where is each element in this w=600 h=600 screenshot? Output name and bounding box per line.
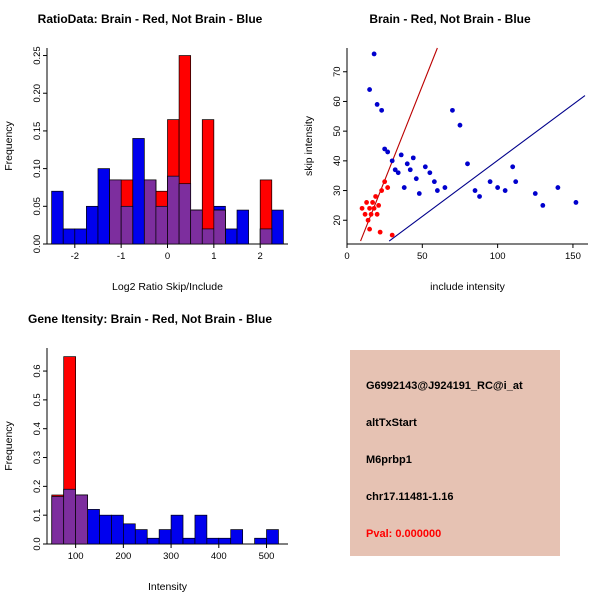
- svg-text:200: 200: [115, 551, 131, 562]
- svg-text:30: 30: [332, 185, 343, 196]
- svg-text:0.1: 0.1: [32, 509, 43, 522]
- info-box: G6992143@J924191_RC@i_at altTxStart M6pr…: [350, 350, 560, 556]
- svg-text:0.25: 0.25: [32, 46, 43, 65]
- gene-histogram-title: Gene Itensity: Brain - Red, Not Brain - …: [27, 312, 273, 326]
- panel-info: G6992143@J924191_RC@i_at altTxStart M6pr…: [300, 300, 600, 600]
- ratio-histogram-chart: -2 -1 0 1 2 0.00 0.05 0.10 0.15 0.20 0.25 Log2 Rati…: [3, 46, 288, 293]
- alt-event-type-text: altTxStart: [366, 417, 417, 429]
- svg-text:0.05: 0.05: [32, 197, 43, 216]
- svg-text:-2: -2: [71, 251, 79, 262]
- svg-text:0.4: 0.4: [32, 422, 43, 435]
- svg-text:300: 300: [163, 551, 179, 562]
- svg-text:400: 400: [211, 551, 227, 562]
- svg-text:-1: -1: [117, 251, 125, 262]
- svg-text:2: 2: [258, 251, 263, 262]
- svg-text:100: 100: [68, 551, 84, 562]
- svg-text:Frequency: Frequency: [3, 120, 15, 170]
- svg-text:Intensity: Intensity: [148, 581, 188, 593]
- svg-text:1: 1: [211, 251, 216, 262]
- svg-text:150: 150: [565, 251, 581, 262]
- svg-text:0: 0: [165, 251, 170, 262]
- svg-text:0.5: 0.5: [32, 393, 43, 406]
- gene-histogram-chart: 100 200 300 400 500 0.0 0.1 0.2 0.3 0.4 0.5 0.6 Inte…: [3, 348, 288, 593]
- svg-text:0.20: 0.20: [32, 84, 43, 103]
- svg-text:20: 20: [332, 215, 343, 226]
- svg-text:40: 40: [332, 156, 343, 167]
- svg-text:0.0: 0.0: [32, 537, 43, 550]
- svg-text:Frequency: Frequency: [3, 420, 15, 470]
- ratio-histogram-title: RatioData: Brain - Red, Not Brain - Blue: [37, 12, 263, 26]
- svg-text:0.15: 0.15: [32, 122, 43, 141]
- pval-text: Pval: 0.000000: [366, 528, 442, 540]
- svg-text:100: 100: [490, 251, 506, 262]
- scatter-chart: 0 50 100 150 20 30 40 50 60 70 include intensity sk…: [303, 47, 588, 293]
- svg-text:0.10: 0.10: [32, 159, 43, 178]
- genomic-location-text: chr17.11481-1.16: [366, 491, 454, 503]
- svg-text:500: 500: [259, 551, 275, 562]
- svg-text:0.2: 0.2: [32, 480, 43, 493]
- svg-text:0.6: 0.6: [32, 364, 43, 377]
- svg-text:include intensity: include intensity: [430, 281, 505, 293]
- panel-scatter: Brain - Red, Not Brain - Blue 0 50 100 150 2…: [300, 0, 600, 300]
- panel-ratio-histogram: RatioData: Brain - Red, Not Brain - Blue…: [0, 0, 300, 300]
- svg-text:60: 60: [332, 96, 343, 107]
- svg-text:0.3: 0.3: [32, 451, 43, 464]
- svg-text:50: 50: [332, 126, 343, 137]
- scatter-title: Brain - Red, Not Brain - Blue: [369, 12, 531, 26]
- svg-text:50: 50: [417, 251, 428, 262]
- gene-symbol-text: M6prbp1: [366, 454, 412, 466]
- svg-text:70: 70: [332, 66, 343, 77]
- svg-text:Log2 Ratio Skip/Include: Log2 Ratio Skip/Include: [112, 281, 223, 293]
- svg-text:0: 0: [344, 251, 349, 262]
- probe-id-text: G6992143@J924191_RC@i_at: [366, 380, 523, 392]
- svg-text:skip intensity: skip intensity: [303, 115, 315, 176]
- svg-text:0.00: 0.00: [32, 235, 43, 254]
- panel-gene-histogram: Gene Itensity: Brain - Red, Not Brain - …: [0, 300, 300, 600]
